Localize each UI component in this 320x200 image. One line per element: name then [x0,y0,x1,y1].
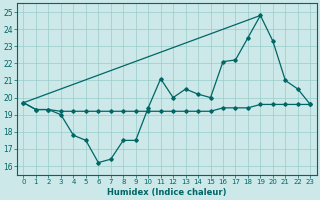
X-axis label: Humidex (Indice chaleur): Humidex (Indice chaleur) [107,188,227,197]
